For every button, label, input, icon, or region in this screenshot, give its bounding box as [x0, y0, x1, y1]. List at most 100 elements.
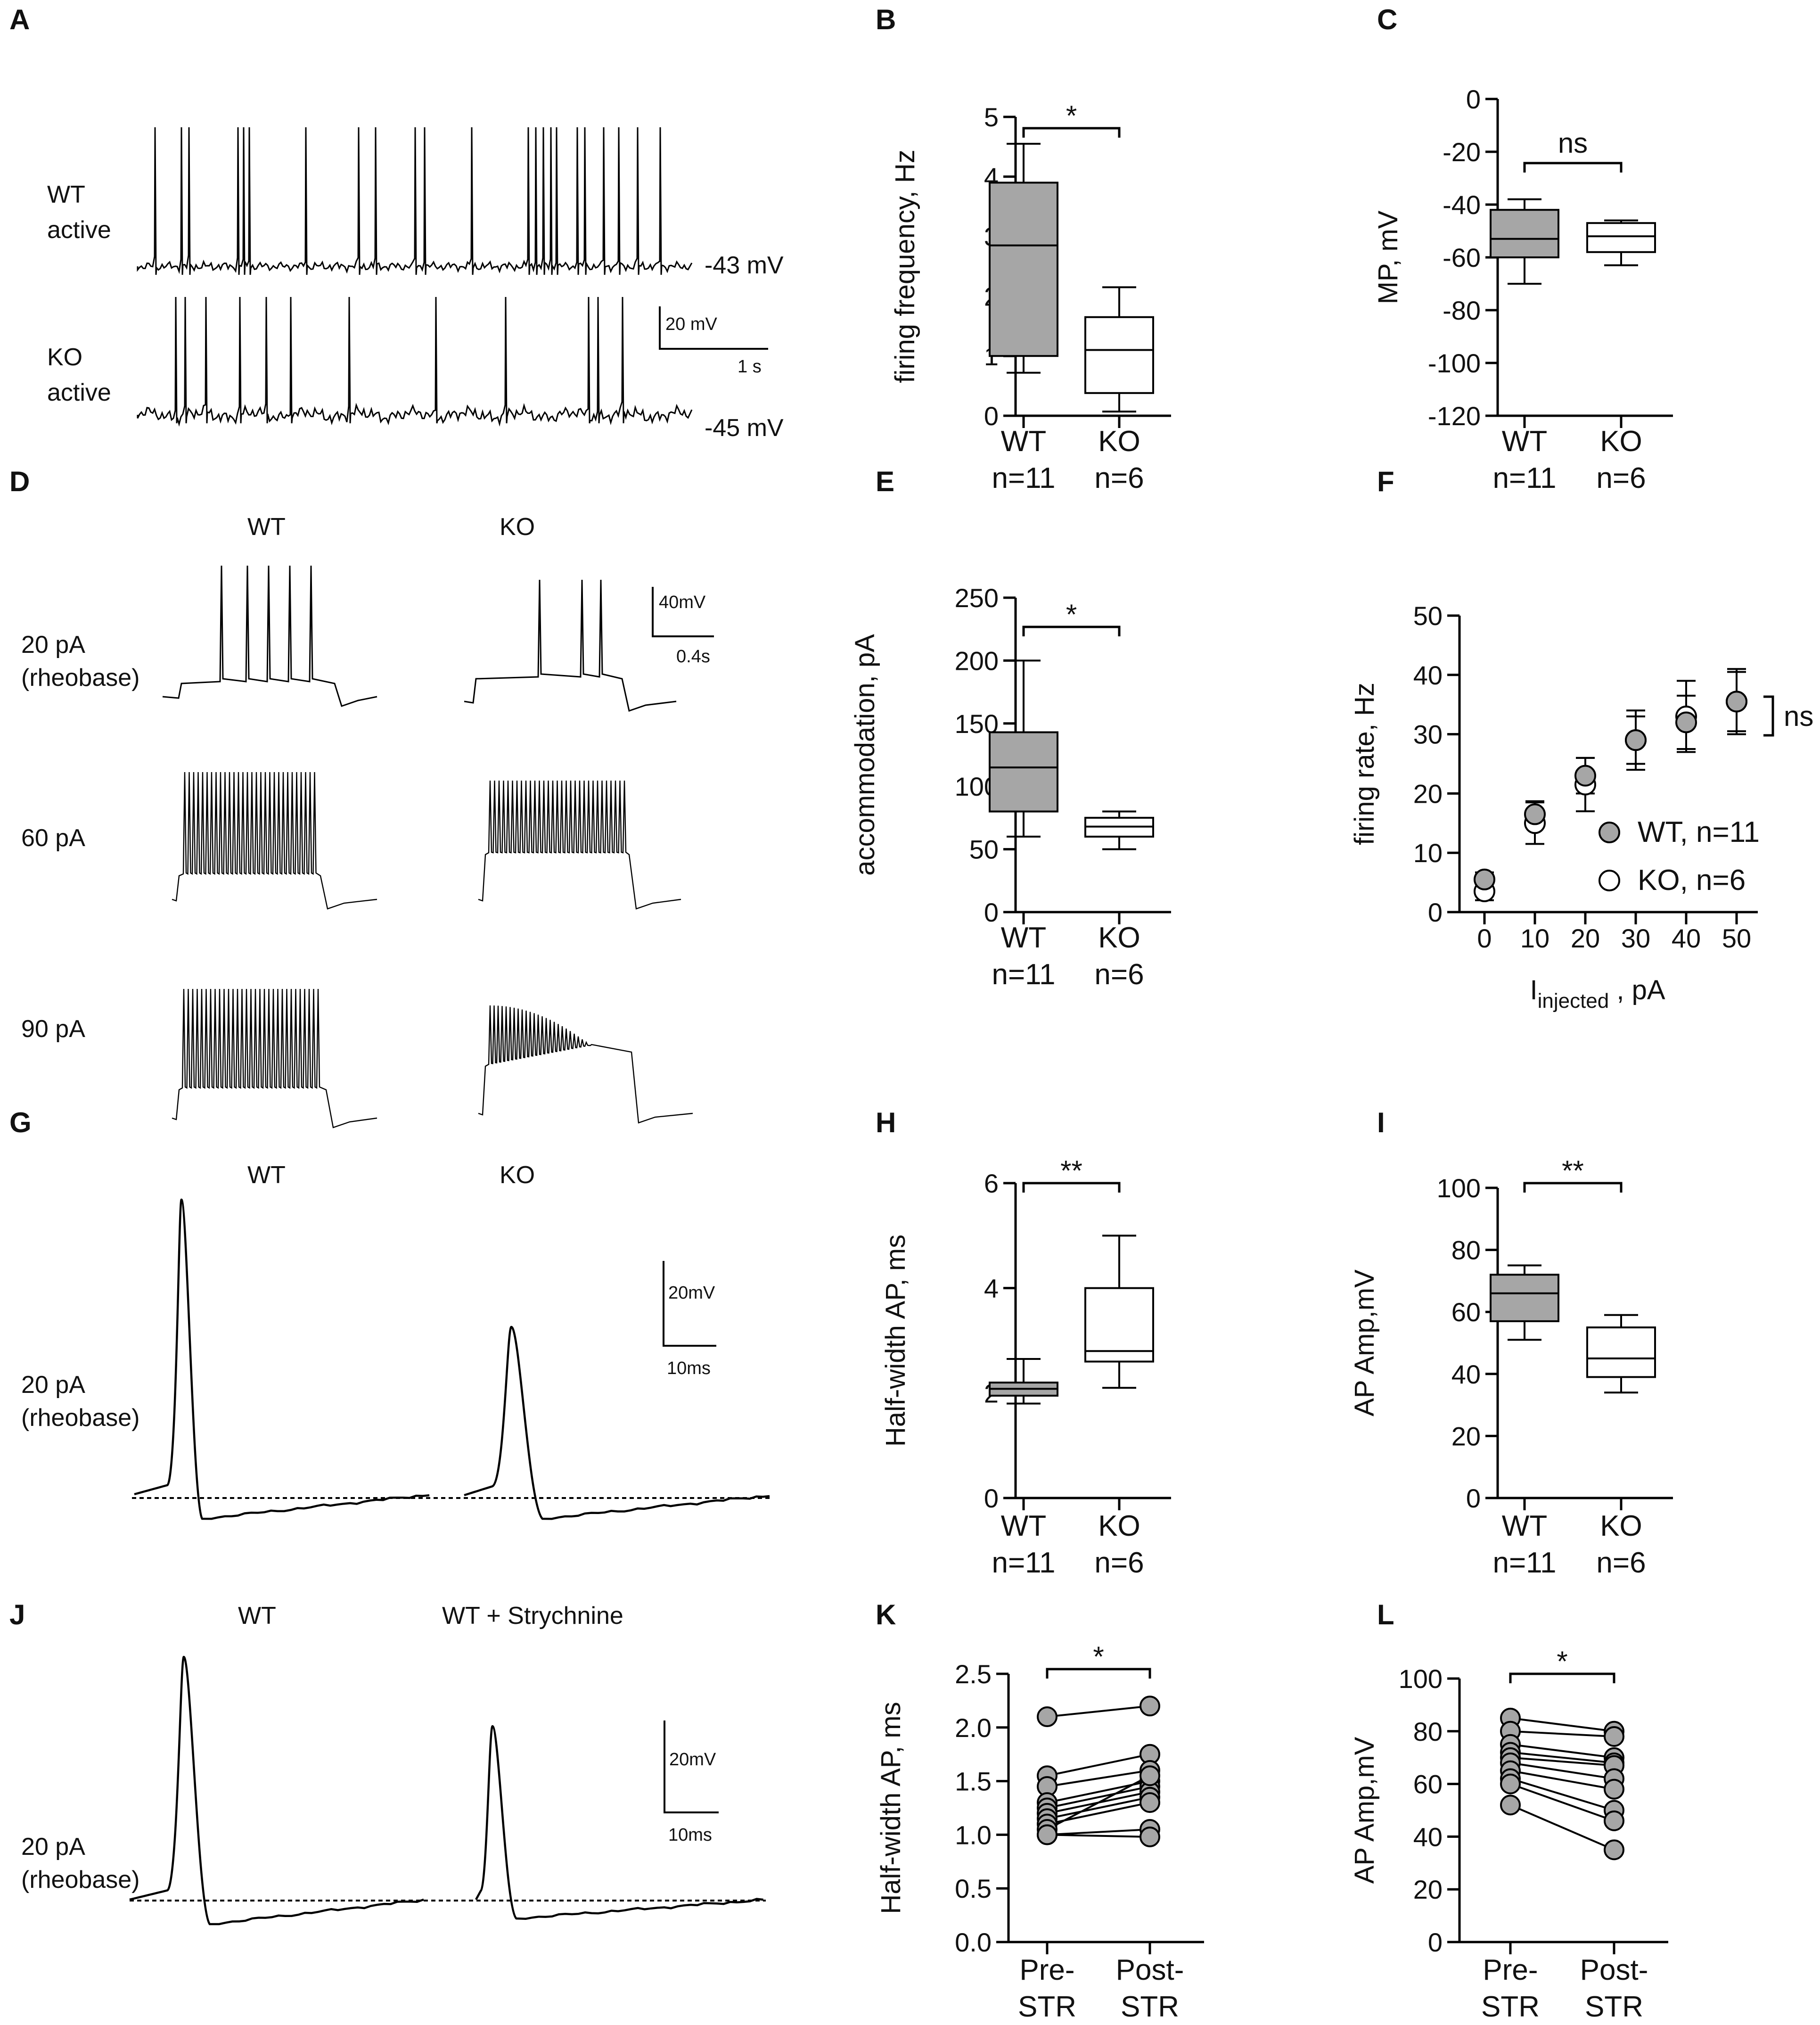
y-tick-label: 0.0 — [955, 1927, 992, 1957]
x-tick-label: 0 — [1477, 923, 1492, 953]
chart-c-membrane-potential: 0 -20 -40 -60 -80 -100 -120 MP, mV WT n=11 KO n=6 ns — [1373, 84, 1673, 494]
chart-i-ap-amplitude: 0 20 40 60 80 100 AP Amp,mV WT n=11 KO n=6 ** — [1349, 1155, 1673, 1579]
y-tick-label: 200 — [955, 646, 999, 675]
x-category-sublabel: n=11 — [1492, 1547, 1556, 1579]
box-iqr — [1084, 1287, 1154, 1363]
data-point — [1574, 765, 1596, 787]
y-tick-label: 60 — [1451, 1297, 1481, 1327]
y-tick-label: 5 — [984, 102, 999, 132]
y-tick-label: 80 — [1451, 1235, 1481, 1265]
ko-active-label-line2: active — [47, 379, 111, 406]
post-point — [1604, 1726, 1624, 1747]
x-category-sublabel: n=6 — [1596, 462, 1646, 494]
scale-bar-d-voltage: 40mV — [659, 593, 706, 612]
scale-bar-a-time: 1 s — [738, 357, 762, 377]
x-category-sublabel: n=6 — [1094, 462, 1144, 494]
x-category-label: WT — [1001, 922, 1046, 954]
pair-line — [1047, 1775, 1150, 1830]
post-point — [1604, 1778, 1624, 1800]
significance-bracket — [1046, 1668, 1151, 1679]
legend-marker — [1599, 870, 1620, 891]
g-row-label-line1: 20 pA — [21, 1371, 85, 1399]
y-tick-label: 0 — [1428, 1927, 1443, 1957]
pair-line — [1510, 1762, 1615, 1780]
pair-line — [1510, 1756, 1615, 1767]
panel-label-l: L — [1377, 1599, 1394, 1630]
ko-active-label-line1: KO — [47, 344, 82, 371]
scale-bar-j-voltage: 20mV — [669, 1750, 716, 1770]
x-category-sublabel: STR — [1121, 1991, 1179, 2023]
y-axis-label: accommodation, pA — [850, 634, 880, 876]
y-tick-label: 80 — [1413, 1717, 1443, 1746]
significance-label: * — [1093, 1641, 1104, 1672]
significance-bracket — [1022, 127, 1121, 138]
x-category-label: WT — [1001, 1510, 1046, 1542]
j-row-label-line1: 20 pA — [21, 1833, 85, 1860]
scale-bar-j-time: 10ms — [668, 1825, 712, 1845]
panel-label-e: E — [876, 466, 894, 497]
panel-g-traces: WT KO 20 pA (rheobase) 20mV 10ms — [21, 1161, 773, 1520]
scale-bar-g-voltage: 20mV — [668, 1283, 715, 1303]
pair-line — [1047, 1796, 1150, 1820]
significance-label: ns — [1784, 700, 1813, 732]
scale-bar-d-time: 0.4s — [676, 647, 710, 667]
y-tick-label: -120 — [1428, 401, 1481, 431]
x-category-sublabel: STR — [1481, 1991, 1540, 2023]
post-point — [1140, 1792, 1160, 1813]
x-category-label: KO — [1600, 1510, 1642, 1542]
x-category-label: Post- — [1580, 1954, 1648, 1986]
d-ko-90pa-trace — [478, 1005, 693, 1124]
panel-d-traces: WT KO 20 pA (rheobase) 60 pA 90 pA 40mV … — [21, 513, 714, 1128]
significance-bracket — [1509, 1672, 1615, 1683]
x-category-sublabel: n=6 — [1094, 958, 1144, 991]
box-iqr — [1490, 1274, 1559, 1322]
y-tick-label: 4 — [984, 1274, 999, 1303]
post-point — [1140, 1696, 1160, 1717]
pair-line — [1510, 1770, 1615, 1790]
legend-label: WT, n=11 — [1638, 816, 1760, 848]
chart-l-ap-amplitude-paired: 0 20 40 60 80 100 AP Amp,mV Pre- STR Post- STR * — [1349, 1646, 1668, 2023]
panel-label-a: A — [9, 4, 30, 35]
data-point — [1524, 803, 1546, 825]
chart-k-half-width-paired: 0.0 0.5 1.0 1.5 2.0 2.5 Half-width AP, ms Pre- S… — [876, 1641, 1204, 2023]
pair-line — [1047, 1828, 1150, 1836]
significance-label: * — [1066, 100, 1077, 132]
x-tick-label: 50 — [1722, 923, 1751, 953]
x-category-label: KO — [1600, 425, 1642, 458]
y-tick-label: 0 — [984, 401, 999, 431]
x-axis-label: Iinjected , pA — [1530, 975, 1665, 1012]
x-category-sublabel: STR — [1585, 1991, 1643, 2023]
pair-line — [1510, 1730, 1615, 1737]
panel-label-h: H — [876, 1107, 896, 1138]
scale-bar-g — [663, 1261, 716, 1347]
x-tick-label: 20 — [1571, 923, 1600, 953]
g-row-label-line2: (rheobase) — [21, 1404, 139, 1432]
panel-label-f: F — [1377, 466, 1394, 497]
panel-label-d: D — [9, 466, 30, 497]
post-point — [1604, 1839, 1624, 1860]
d-row1-label-line2: (rheobase) — [21, 664, 139, 691]
x-category-sublabel: STR — [1018, 1991, 1076, 2023]
y-tick-label: 1.5 — [955, 1767, 992, 1796]
significance-label: * — [1557, 1646, 1567, 1677]
pre-point — [1037, 1824, 1058, 1845]
data-point — [1726, 691, 1747, 713]
wt-active-label-line1: WT — [47, 181, 85, 208]
j-wt-title: WT — [238, 1602, 276, 1630]
y-tick-label: 100 — [1399, 1664, 1443, 1694]
post-point — [1604, 1810, 1624, 1831]
panel-label-k: K — [876, 1599, 896, 1630]
x-category-label: Pre- — [1483, 1954, 1538, 1986]
significance-label: ns — [1558, 127, 1588, 159]
y-tick-label: 20 — [1413, 779, 1443, 808]
y-tick-label: 20 — [1451, 1421, 1481, 1451]
chart-f-firing-rate: 0 10 20 30 40 50 firing rate, Hz 0 10 20 30 40 50 Iin… — [1349, 601, 1813, 1012]
y-axis-label: AP Amp,mV — [1349, 1737, 1380, 1884]
pair-line — [1047, 1834, 1150, 1838]
x-category-sublabel: n=11 — [992, 462, 1055, 494]
pre-point — [1037, 1706, 1058, 1728]
g-ko-ap-trace — [464, 1325, 770, 1520]
y-tick-label: -80 — [1443, 296, 1481, 325]
d-ko-20pa-trace — [464, 579, 677, 712]
